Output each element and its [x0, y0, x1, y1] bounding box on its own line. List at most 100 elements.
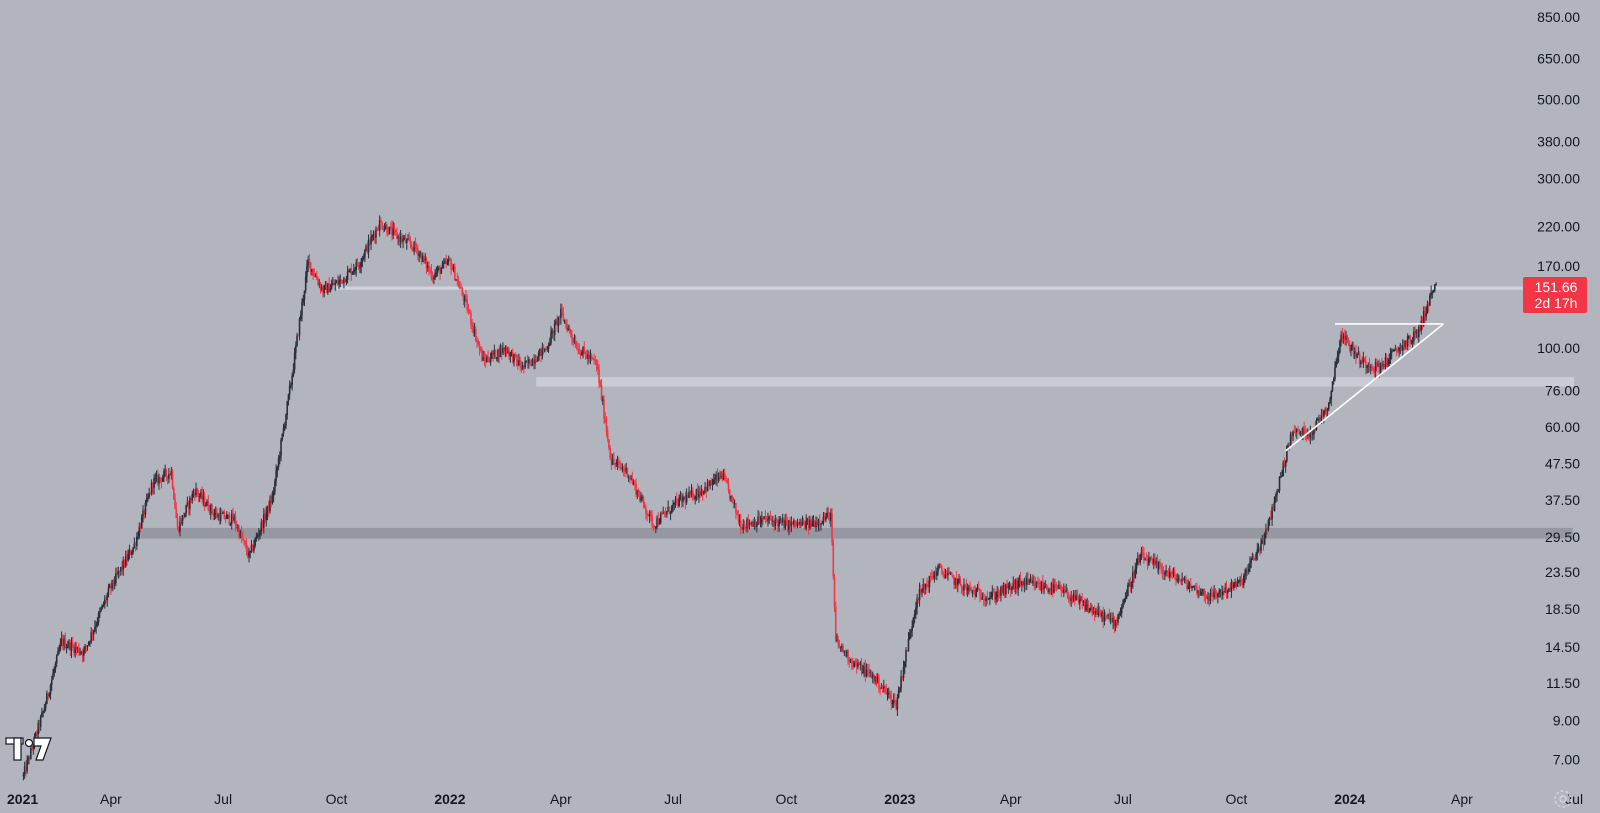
candle-body	[853, 661, 856, 667]
candle-75	[115, 567, 117, 587]
settings-gear-icon[interactable]	[1554, 790, 1572, 808]
candle-body	[161, 477, 164, 482]
candle-body	[1390, 350, 1393, 353]
candle-body	[387, 233, 390, 235]
candle-body	[752, 522, 754, 527]
candle-body	[1331, 381, 1334, 391]
y-tick-label: 300.00	[1537, 170, 1580, 186]
candle-447	[573, 334, 576, 345]
candle-body	[510, 352, 513, 354]
candle-body	[997, 591, 1000, 595]
candle-body	[682, 497, 684, 503]
candle-674	[853, 660, 856, 668]
candle-933	[1172, 567, 1175, 578]
candle-367	[475, 326, 477, 343]
candle-body	[1109, 618, 1112, 620]
candle-451	[578, 343, 581, 355]
candle-832	[1048, 587, 1050, 595]
candle-147	[203, 491, 206, 511]
candle-body	[968, 587, 970, 589]
candle-628	[796, 518, 799, 529]
candle-1128	[1413, 326, 1415, 345]
candle-1073	[1345, 330, 1347, 346]
candle-122	[173, 486, 175, 500]
candle-body	[64, 638, 67, 648]
candle-11	[36, 730, 38, 738]
y-tick-label: 47.50	[1545, 455, 1580, 471]
candle-body	[811, 522, 814, 527]
candle-569	[724, 468, 726, 482]
candle-653	[827, 506, 830, 520]
candle-279	[366, 242, 369, 255]
candle-body	[542, 347, 545, 352]
candle-505	[645, 504, 647, 520]
time-axis[interactable]: 2021 Apr Jul Oct 2022 Apr Jul Oct 2023 Apr Jul Oct 2…	[7, 791, 1583, 807]
y-tick-label: 14.50	[1545, 639, 1580, 655]
candle-448	[574, 335, 577, 348]
candle-body	[797, 522, 800, 525]
candle-body	[1123, 598, 1125, 603]
candle-1113	[1394, 344, 1397, 351]
candle-body	[906, 650, 909, 652]
candle-180	[244, 539, 247, 549]
candle-330	[429, 266, 432, 274]
candle-645	[817, 518, 820, 532]
candle-123	[174, 493, 176, 510]
candle-159	[218, 507, 221, 525]
candle-body	[164, 470, 166, 472]
candle-203	[272, 487, 275, 503]
candle-body	[1416, 330, 1419, 338]
gear-inner	[1559, 795, 1567, 803]
candle-body	[28, 756, 31, 759]
candle-361	[467, 303, 470, 315]
candle-568	[722, 469, 725, 481]
candle-470	[601, 395, 604, 406]
candle-1146	[1435, 282, 1437, 286]
candle-body	[857, 662, 859, 667]
candle-150	[207, 495, 210, 512]
tradingview-logo[interactable]	[5, 737, 52, 761]
candle-body	[370, 236, 372, 245]
candle-body	[1127, 584, 1129, 597]
candle-243	[322, 285, 324, 298]
candle-body	[810, 520, 812, 527]
candle-899	[1130, 581, 1133, 594]
candle-346	[449, 257, 451, 261]
candle-449	[576, 340, 578, 351]
candle-468	[599, 379, 602, 388]
candle-490	[626, 467, 629, 479]
candle-214	[286, 400, 289, 420]
candle-body	[886, 693, 889, 695]
candle-461	[590, 352, 593, 361]
candle-body	[191, 493, 194, 501]
candle-581	[738, 514, 741, 527]
candle-body	[833, 576, 836, 607]
candle-body	[1379, 362, 1382, 374]
candle-880	[1107, 613, 1109, 620]
candle-1116	[1398, 347, 1400, 357]
candle-body	[1001, 587, 1003, 594]
candle-body	[1360, 361, 1362, 365]
candle-body	[325, 284, 328, 293]
candle-body	[34, 732, 37, 737]
candle-907	[1140, 546, 1143, 560]
candle-body	[66, 646, 69, 648]
candle-body	[620, 466, 623, 469]
candle-325	[423, 255, 425, 264]
candle-body	[1281, 476, 1283, 478]
candle-1000	[1255, 552, 1257, 562]
candle-1105	[1384, 352, 1387, 372]
candle-912	[1146, 554, 1149, 570]
candle-629	[797, 521, 800, 526]
candle-body	[1435, 283, 1437, 285]
candle-body	[1377, 364, 1379, 366]
candle-40	[71, 636, 74, 649]
candle-body	[293, 352, 296, 370]
candle-1094	[1371, 363, 1373, 371]
candle-body	[238, 527, 240, 538]
candle-82	[123, 559, 126, 568]
candle-354	[458, 281, 461, 290]
candle-1032	[1294, 425, 1297, 437]
candle-body	[982, 598, 985, 600]
